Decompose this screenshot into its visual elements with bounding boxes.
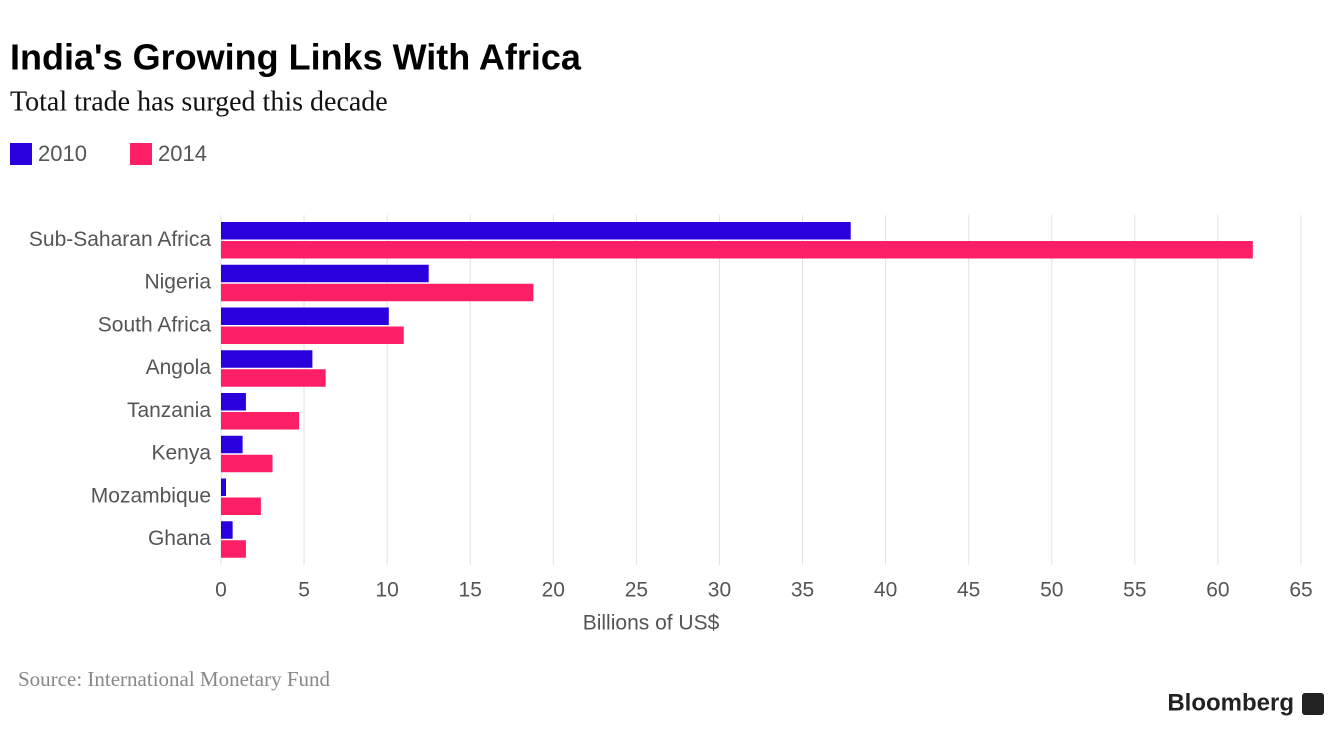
x-tick-label: 40 [874, 579, 897, 602]
x-tick-label: 20 [542, 579, 565, 602]
y-tick-label: Sub-Saharan Africa [29, 228, 211, 251]
y-tick-label: Kenya [151, 442, 211, 465]
x-tick-label: 60 [1206, 579, 1229, 602]
bar [221, 369, 326, 387]
bar [221, 222, 851, 240]
x-tick-label: 15 [459, 579, 482, 602]
brand: Bloomberg [1167, 689, 1294, 716]
source: Source: International Monetary Fund [18, 667, 331, 691]
bar [221, 241, 1253, 259]
y-tick-label: Tanzania [127, 399, 211, 422]
bar [221, 497, 261, 515]
bar [221, 412, 300, 430]
y-tick-label: Mozambique [91, 484, 211, 507]
bar [221, 264, 429, 283]
y-tick-label: South Africa [98, 313, 212, 336]
legend-label: 2014 [158, 141, 207, 166]
x-tick-label: 65 [1289, 579, 1312, 602]
x-tick-label: 25 [625, 579, 648, 602]
y-tick-label: Ghana [148, 527, 211, 550]
x-tick-label: 55 [1123, 579, 1146, 602]
x-tick-label: 45 [957, 579, 980, 602]
bar [221, 540, 246, 558]
y-tick-label: Nigeria [144, 271, 211, 294]
bar [221, 435, 243, 454]
bar [221, 283, 534, 302]
bar [221, 307, 389, 325]
x-axis-label: Billions of US$ [583, 612, 720, 635]
y-tick-label: Angola [146, 356, 212, 379]
x-tick-label: 5 [298, 579, 310, 602]
bar [221, 454, 273, 473]
bar [221, 326, 404, 344]
bar [221, 350, 313, 368]
brand-icon [1302, 693, 1324, 715]
chart-subtitle: Total trade has surged this decade [10, 86, 388, 117]
x-tick-label: 30 [708, 579, 731, 602]
x-tick-label: 0 [215, 579, 227, 602]
bar [221, 393, 246, 411]
bar [221, 478, 226, 496]
x-tick-label: 10 [375, 579, 398, 602]
chart-title: India's Growing Links With Africa [10, 37, 582, 78]
x-tick-label: 35 [791, 579, 814, 602]
bar [221, 521, 233, 539]
legend-swatch [10, 143, 32, 165]
x-tick-label: 50 [1040, 579, 1063, 602]
legend-label: 2010 [38, 141, 87, 166]
legend-swatch [130, 143, 152, 165]
